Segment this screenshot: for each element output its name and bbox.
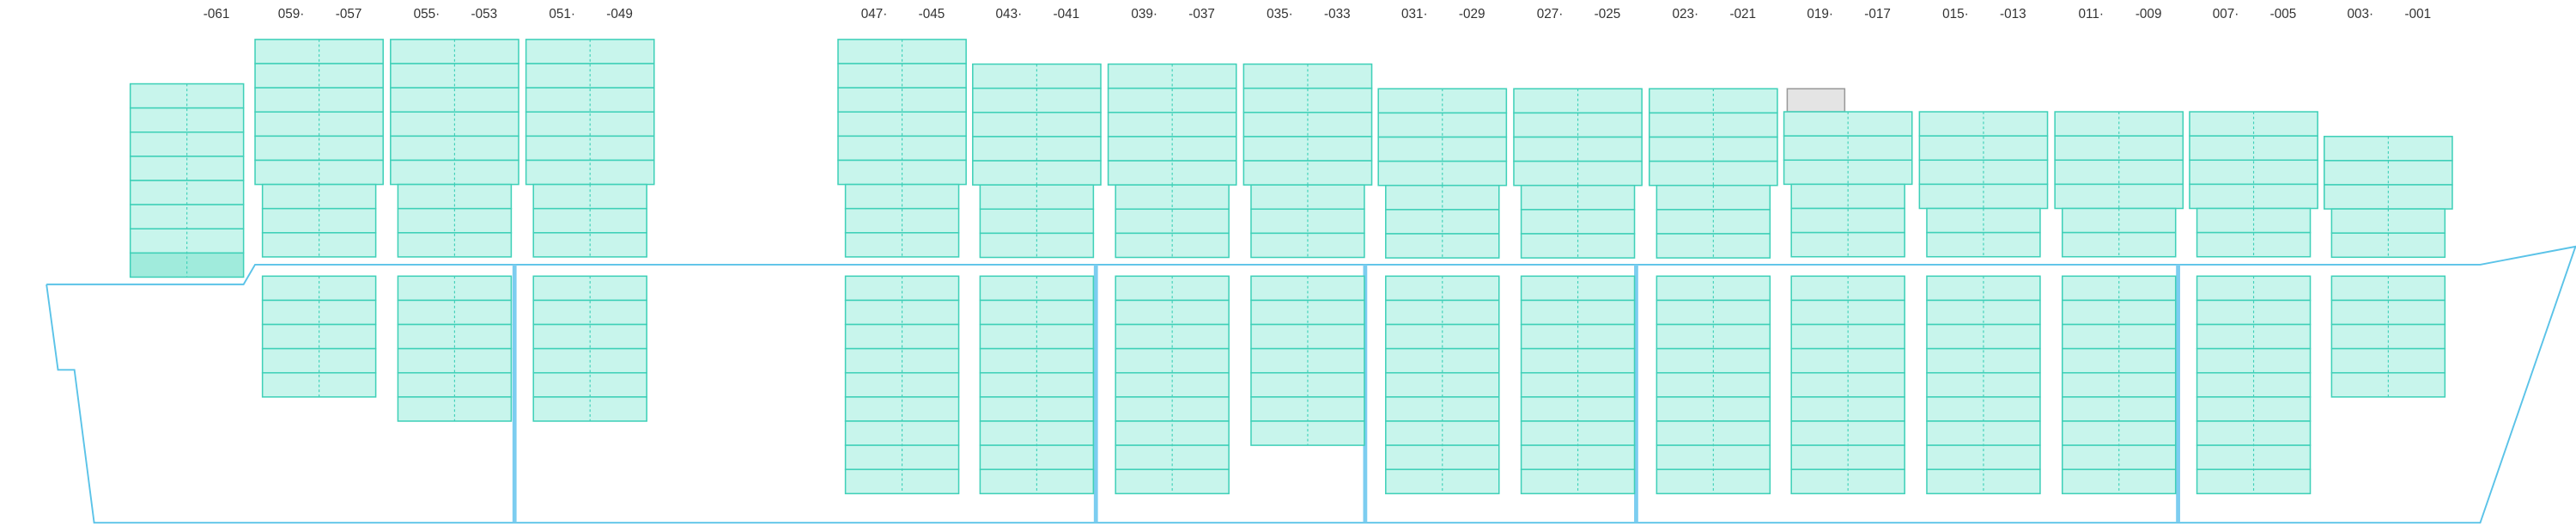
bay-label: 007· (2213, 7, 2239, 21)
bay-label: -013 (2000, 7, 2026, 21)
bay-label: 003· (2348, 7, 2374, 21)
bay-label: -049 (606, 7, 633, 21)
bay-label: 027· (1537, 7, 1564, 21)
bay-label: 035· (1267, 7, 1293, 21)
bay-label: -001 (2404, 7, 2431, 21)
container-slot (1656, 233, 1771, 259)
hull (46, 245, 2576, 524)
bay-label: -029 (1459, 7, 1485, 21)
container-slot (2330, 232, 2446, 259)
bay-label: 055· (414, 7, 440, 21)
bay-label: 019· (1807, 7, 1833, 21)
empty-slot (1786, 88, 1846, 113)
container-slot (532, 299, 647, 326)
bay-label: -045 (919, 7, 945, 21)
bay-label: 039· (1131, 7, 1157, 21)
bay-label: 051· (549, 7, 575, 21)
bay-label: -017 (1864, 7, 1891, 21)
bay-label: -057 (336, 7, 362, 21)
container-slot (1513, 112, 1643, 138)
bay-label: -037 (1188, 7, 1215, 21)
bay-label: -005 (2270, 7, 2297, 21)
container-slot (2061, 323, 2177, 350)
bay-label: -025 (1595, 7, 1621, 21)
bay-label: 059· (278, 7, 305, 21)
bay-label: -021 (1729, 7, 1756, 21)
bay-label: 015· (1942, 7, 1969, 21)
bay-label: 043· (996, 7, 1023, 21)
container-slot (254, 111, 384, 138)
bay-label: -009 (2136, 7, 2162, 21)
bay-label: -061 (204, 7, 230, 21)
bay-label: -041 (1053, 7, 1079, 21)
bay-label: 011· (2078, 7, 2103, 21)
bay-label: 023· (1673, 7, 1699, 21)
container-slot (972, 136, 1102, 162)
bay-label: -033 (1324, 7, 1351, 21)
bulkheads (512, 264, 2180, 523)
bay-label: 047· (861, 7, 888, 21)
container-slot (525, 135, 655, 162)
bay-label: 031· (1401, 7, 1428, 21)
bay-label: -053 (471, 7, 498, 21)
